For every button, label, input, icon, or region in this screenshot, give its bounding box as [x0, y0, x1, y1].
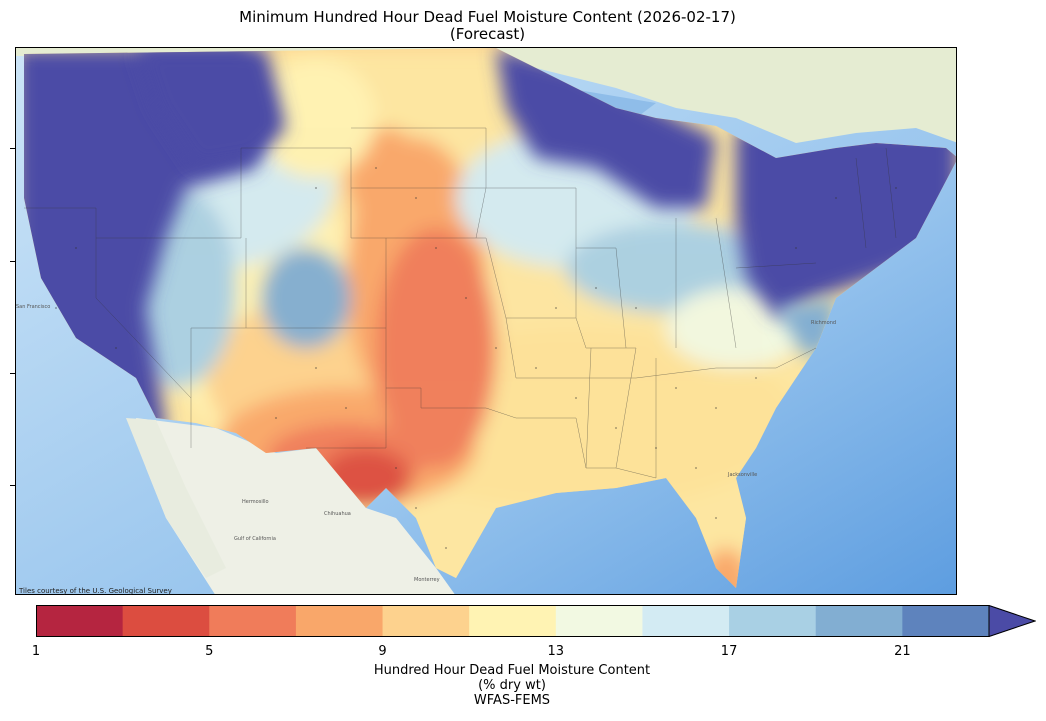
colorbar-label-line-3: WFAS-FEMS	[473, 693, 551, 708]
colorbar-extend-arrow	[989, 605, 1036, 637]
station-markers	[55, 167, 897, 549]
colorbar-tick-label: 21	[894, 644, 911, 659]
title-line-1: Minimum Hundred Hour Dead Fuel Moisture …	[239, 8, 736, 26]
label-jacksonville: Jacksonville	[727, 472, 757, 478]
y-tick	[10, 148, 15, 149]
colorbar-tick-label: 17	[720, 644, 738, 659]
tile-attribution: Tiles courtesy of the U.S. Geological Su…	[19, 587, 172, 595]
colorbar-segment	[469, 605, 557, 637]
colorbar-segment	[555, 605, 643, 637]
label-richmond: Richmond	[811, 320, 836, 326]
northeast-moist	[736, 128, 956, 318]
northern-rockies-moist	[136, 48, 286, 168]
colorbar-segment	[382, 605, 470, 637]
colorbar-label-line-2: (% dry wt)	[478, 678, 546, 693]
baja-land	[126, 418, 226, 578]
colorbar-segment	[122, 605, 210, 637]
colorbar-segment	[209, 605, 297, 637]
label-san-francisco: San Francisco	[16, 304, 50, 310]
y-tick	[10, 485, 15, 486]
chart-title: Minimum Hundred Hour Dead Fuel Moisture …	[0, 9, 975, 43]
colorbar-tick-label: 9	[378, 644, 387, 659]
colorbar-segment	[36, 605, 124, 637]
fuel-moisture-map: Gulf of California Hermosillo Chihuahua …	[16, 48, 956, 594]
canada-land	[16, 48, 956, 143]
label-hermosillo: Hermosillo	[242, 499, 269, 505]
colorbar	[36, 605, 1036, 637]
title-line-2: (Forecast)	[449, 25, 526, 43]
great-lakes-moist	[496, 48, 716, 208]
map-panel[interactable]: Gulf of California Hermosillo Chihuahua …	[15, 47, 957, 595]
colorbar-tick-label: 5	[205, 644, 214, 659]
colorbar-segment	[902, 605, 990, 637]
colorbar-label: Hundred Hour Dead Fuel Moisture Content …	[0, 663, 1024, 708]
colorbar-segment	[729, 605, 817, 637]
colorbar-tick-label: 1	[31, 644, 41, 659]
colorbar-segment	[815, 605, 903, 637]
state-borders	[24, 127, 897, 479]
colorbar-tick-label: 13	[547, 644, 565, 659]
colorbar-segment	[295, 605, 384, 637]
label-gulf-of-california: Gulf of California	[234, 536, 276, 542]
y-tick	[10, 261, 15, 262]
label-monterrey: Monterrey	[414, 577, 440, 583]
colorbar-segment	[642, 605, 730, 637]
y-tick	[10, 373, 15, 374]
colorbar-label-line-1: Hundred Hour Dead Fuel Moisture Content	[373, 663, 651, 678]
label-chihuahua: Chihuahua	[324, 511, 351, 517]
